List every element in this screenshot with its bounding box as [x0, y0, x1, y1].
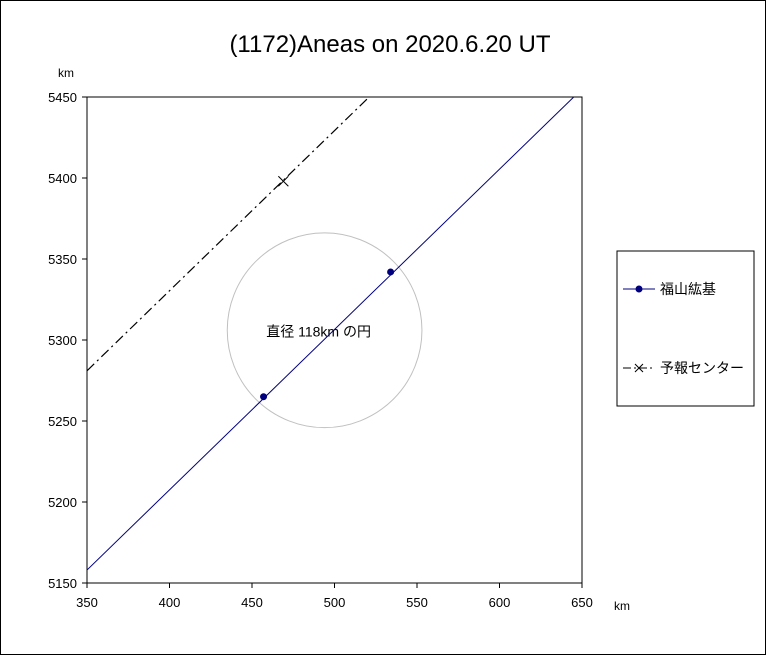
x-tick-label: 450 [241, 595, 263, 610]
x-axis-unit: km [614, 599, 630, 613]
y-tick-label: 5150 [48, 576, 77, 591]
y-axis-unit: km [58, 66, 74, 80]
x-tick-label: 650 [571, 595, 593, 610]
y-tick-label: 5400 [48, 171, 77, 186]
y-tick-label: 5450 [48, 90, 77, 105]
diameter-circle [226, 232, 423, 429]
legend-label-observer: 福山紘基 [660, 281, 716, 297]
series-line-prediction [87, 97, 370, 372]
legend-box [616, 250, 755, 407]
x-tick-label: 350 [76, 595, 98, 610]
circle-label: 直径 118km の円 [266, 323, 371, 339]
x-tick-label: 600 [489, 595, 511, 610]
observer-point [260, 393, 268, 401]
x-tick-label: 500 [324, 595, 346, 610]
y-tick-label: 5200 [48, 495, 77, 510]
plot-border [86, 96, 583, 584]
x-tick-label: 550 [406, 595, 428, 610]
y-tick-label: 5300 [48, 333, 77, 348]
legend-marker-prediction [634, 363, 644, 373]
series-line-observer [87, 97, 575, 571]
y-tick-label: 5350 [48, 252, 77, 267]
y-tick-label: 5250 [48, 414, 77, 429]
plot-area: 350 400 450 500 550 600 650 5150 5200 5250 5300 535… [48, 90, 593, 610]
legend-label-prediction: 予報センター [660, 360, 744, 376]
chart-title: (1172)Aneas on 2020.6.20 UT [229, 31, 550, 58]
legend-marker-observer [635, 285, 643, 293]
observer-point [387, 268, 395, 276]
x-tick-label: 400 [159, 595, 181, 610]
prediction-x-marker [277, 175, 289, 187]
